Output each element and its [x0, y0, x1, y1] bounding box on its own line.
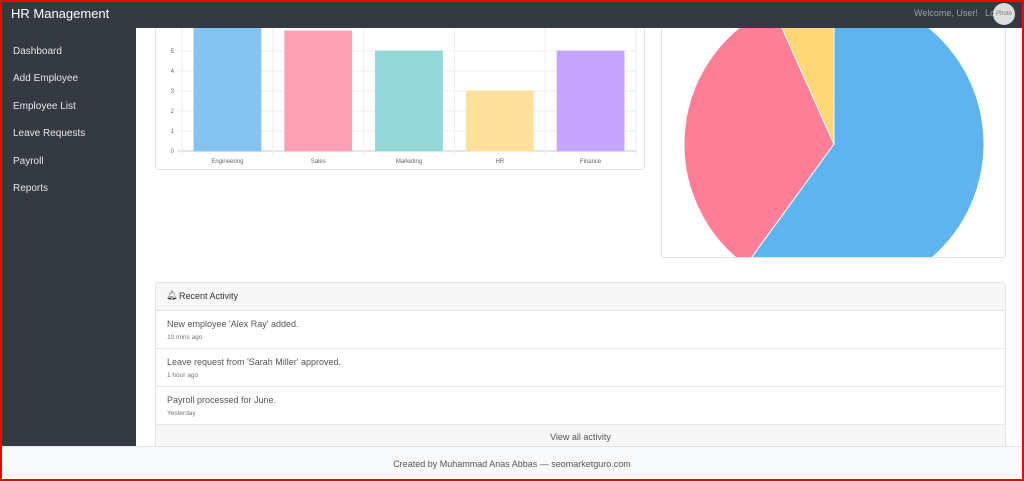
x-tick-label: Marketing — [396, 159, 422, 165]
avatar[interactable]: Photo — [993, 3, 1015, 25]
y-tick-label: 2 — [171, 109, 175, 115]
pie-chart — [683, 28, 985, 257]
recent-activity-title: Recent Activity — [179, 291, 239, 301]
sidebar-item-reports[interactable]: Reports — [13, 183, 49, 194]
list-item: Payroll processed for June. Yesterday — [156, 387, 1005, 425]
list-item: New employee 'Alex Ray' added. 10 mins ag… — [156, 311, 1005, 349]
y-tick-label: 0 — [171, 149, 175, 155]
activity-text: Leave request from 'Sarah Miller' approv… — [167, 357, 342, 367]
welcome-text: Welcome, User! — [914, 8, 978, 18]
y-tick-label: 1 — [171, 129, 175, 135]
bar-hr — [465, 90, 534, 152]
y-tick-label: 3 — [171, 89, 175, 95]
y-tick-label: 5 — [171, 49, 175, 55]
bar-marketing — [375, 50, 443, 152]
sidebar-item-payroll[interactable]: Payroll — [13, 156, 44, 167]
logout-link[interactable]: Lo — [985, 8, 996, 18]
activity-text: Payroll processed for June. — [167, 395, 277, 405]
recent-activity-header: 🔔︎ Recent Activity — [156, 283, 1005, 311]
view-all-activity-link[interactable]: View all activity — [156, 425, 1005, 446]
bar-finance — [556, 50, 625, 152]
activity-text: New employee 'Alex Ray' added. — [167, 319, 299, 329]
brand[interactable]: HR Management — [11, 6, 110, 21]
y-tick-label: 4 — [171, 69, 175, 75]
x-tick-label: Sales — [311, 159, 326, 165]
footer: Created by Muhammad Anas Abbas — seomark… — [0, 446, 1024, 481]
bar-sales — [284, 30, 353, 152]
department-bar-chart-card: 0 1 2 3 4 5 Engineering Sales Marketing HR Finance — [155, 28, 645, 170]
pie-chart-card — [661, 28, 1006, 258]
pie-slice — [751, 28, 985, 257]
sidebar-item-dashboard[interactable]: Dashboard — [13, 46, 62, 57]
x-tick-label: Finance — [580, 159, 602, 165]
main-content: 0 1 2 3 4 5 Engineering Sales Marketing HR Finance… — [136, 28, 1024, 446]
activity-time: 10 mins ago — [167, 334, 203, 341]
sidebar-item-employee-list[interactable]: Employee List — [13, 101, 76, 112]
bar-engineering — [193, 28, 262, 152]
x-tick-label: HR — [495, 159, 504, 165]
sidebar-item-add-employee[interactable]: Add Employee — [13, 73, 79, 84]
list-item: Leave request from 'Sarah Miller' approv… — [156, 349, 1005, 387]
navbar: HR Management Welcome, User! Lo Photo — [0, 0, 1024, 28]
pie-slice — [781, 28, 835, 145]
footer-text: Created by Muhammad Anas Abbas — seomark… — [393, 459, 631, 469]
x-tick-label: Engineering — [211, 159, 243, 165]
pie-slice — [683, 28, 835, 257]
activity-time: Yesterday — [167, 410, 196, 417]
sidebar: Dashboard Add Employee Employee List Lea… — [0, 28, 136, 446]
sidebar-item-leave-requests[interactable]: Leave Requests — [13, 128, 86, 139]
activity-time: 1 hour ago — [167, 372, 199, 379]
bell-icon: 🔔︎ — [166, 290, 178, 300]
bar-chart: 0 1 2 3 4 5 Engineering Sales Marketing HR Finance — [171, 28, 637, 165]
recent-activity-card: 🔔︎ Recent Activity New employee 'Alex Ra… — [155, 282, 1006, 446]
